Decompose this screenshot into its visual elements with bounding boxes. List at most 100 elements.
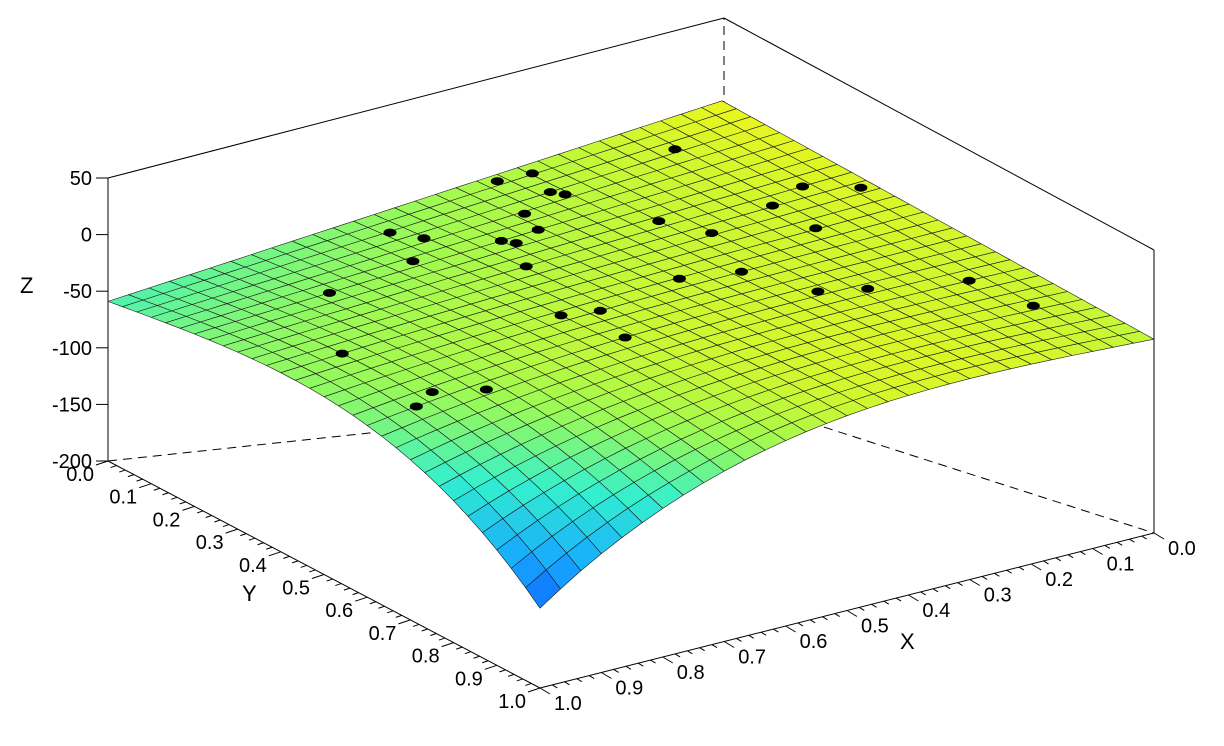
y-minor-tick bbox=[326, 578, 333, 582]
x-minor-tick bbox=[576, 678, 583, 683]
x-minor-tick bbox=[1129, 538, 1135, 543]
y-tick-label: 1.0 bbox=[498, 691, 526, 713]
x-minor-tick bbox=[920, 591, 926, 596]
scatter-point bbox=[525, 169, 539, 178]
z-tick-label: -150 bbox=[52, 394, 92, 416]
scatter-point bbox=[335, 349, 349, 358]
y-minor-tick bbox=[283, 555, 290, 559]
scatter-point bbox=[425, 388, 439, 397]
surface-facet bbox=[525, 569, 561, 609]
scatter-point bbox=[543, 188, 557, 197]
x-tick bbox=[1030, 563, 1042, 571]
scatter-point bbox=[652, 217, 666, 226]
scatter-point bbox=[735, 267, 748, 276]
y-tick bbox=[311, 574, 325, 579]
y-tick-label: 0.7 bbox=[369, 623, 397, 645]
scatter-point bbox=[1026, 301, 1040, 310]
scatter-point bbox=[519, 262, 533, 271]
x-tick-label: 0.6 bbox=[800, 631, 828, 653]
y-tick bbox=[527, 687, 541, 693]
y-tick-label: 0.3 bbox=[196, 532, 224, 554]
x-tick-label: 1.0 bbox=[554, 693, 582, 715]
y-minor-tick bbox=[266, 546, 273, 550]
y-minor-tick bbox=[343, 587, 351, 591]
y-tick bbox=[225, 528, 238, 534]
x-tick-label: 0.4 bbox=[922, 600, 950, 622]
y-minor-tick bbox=[499, 669, 506, 673]
x-minor-tick bbox=[699, 647, 705, 652]
scatter-point bbox=[554, 311, 568, 320]
x-tick bbox=[785, 625, 796, 633]
scatter-point bbox=[861, 284, 875, 293]
y-minor-tick bbox=[205, 515, 212, 518]
y-minor-tick bbox=[386, 610, 394, 614]
x-minor-tick bbox=[687, 650, 693, 655]
y-tick bbox=[398, 619, 411, 625]
y-minor-tick bbox=[525, 682, 532, 686]
y-minor-tick bbox=[352, 592, 359, 596]
y-minor-tick bbox=[222, 524, 230, 528]
y-minor-tick bbox=[507, 673, 515, 677]
z-axis-title: Z bbox=[20, 273, 33, 298]
y-minor-tick bbox=[257, 542, 264, 546]
scatter-point bbox=[494, 236, 508, 245]
x-minor-tick bbox=[748, 634, 755, 639]
scatter-point bbox=[962, 276, 976, 285]
y-minor-tick bbox=[369, 601, 376, 605]
y-minor-tick bbox=[464, 651, 472, 655]
y-minor-tick bbox=[456, 646, 463, 650]
y-tick-label: 0.0 bbox=[66, 464, 94, 486]
z-tick-label: 0 bbox=[81, 225, 92, 247]
x-axis-title: X bbox=[900, 629, 915, 654]
y-minor-tick bbox=[170, 496, 178, 500]
scatter-point bbox=[672, 274, 686, 283]
z-tick-label: 50 bbox=[70, 168, 92, 190]
x-tick-label: 0.7 bbox=[738, 647, 766, 669]
x-minor-tick bbox=[957, 582, 963, 587]
y-tick bbox=[441, 642, 454, 648]
y-minor-tick bbox=[516, 678, 523, 682]
x-tick bbox=[601, 672, 612, 679]
y-tick-label: 0.2 bbox=[153, 509, 181, 531]
y-minor-tick bbox=[482, 660, 489, 664]
scatter-point bbox=[383, 228, 397, 237]
x-minor-tick bbox=[637, 662, 644, 667]
x-tick bbox=[846, 610, 858, 617]
x-minor-tick bbox=[625, 665, 632, 670]
scatter-point bbox=[509, 239, 523, 248]
x-minor-tick bbox=[588, 675, 595, 680]
x-tick-label: 0.2 bbox=[1045, 569, 1073, 591]
x-minor-tick bbox=[1104, 544, 1111, 549]
scatter-point bbox=[811, 287, 825, 296]
x-minor-tick bbox=[552, 684, 558, 689]
x-minor-tick bbox=[1055, 557, 1062, 562]
z-tick-label: -100 bbox=[52, 338, 92, 360]
x-minor-tick bbox=[932, 588, 939, 593]
x-minor-tick bbox=[994, 572, 1000, 577]
y-minor-tick bbox=[179, 501, 186, 505]
scatter-point bbox=[593, 306, 607, 315]
x-tick-label: 0.3 bbox=[984, 585, 1012, 607]
z-tick-label: -200 bbox=[52, 451, 92, 473]
x-tick bbox=[969, 579, 981, 586]
y-minor-tick bbox=[438, 637, 446, 641]
y-minor-tick bbox=[309, 569, 316, 573]
y-minor-tick bbox=[335, 583, 342, 587]
y-axis-title: Y bbox=[242, 581, 257, 606]
y-tick-label: 0.1 bbox=[109, 487, 137, 509]
x-minor-tick bbox=[1116, 541, 1123, 546]
axis-labels: X Y Z bbox=[20, 273, 915, 654]
x-minor-tick bbox=[674, 653, 681, 658]
y-minor-tick bbox=[473, 655, 480, 659]
x-minor-tick bbox=[1141, 535, 1147, 540]
scatter-point bbox=[406, 257, 420, 266]
x-minor-tick bbox=[1080, 551, 1086, 556]
scatter-point bbox=[618, 333, 632, 342]
x-minor-tick bbox=[883, 600, 890, 605]
x-minor-tick bbox=[760, 631, 767, 636]
scatter-point bbox=[668, 145, 682, 154]
x-tick bbox=[723, 641, 735, 648]
y-minor-tick bbox=[162, 492, 169, 496]
y-minor-tick bbox=[119, 469, 126, 473]
